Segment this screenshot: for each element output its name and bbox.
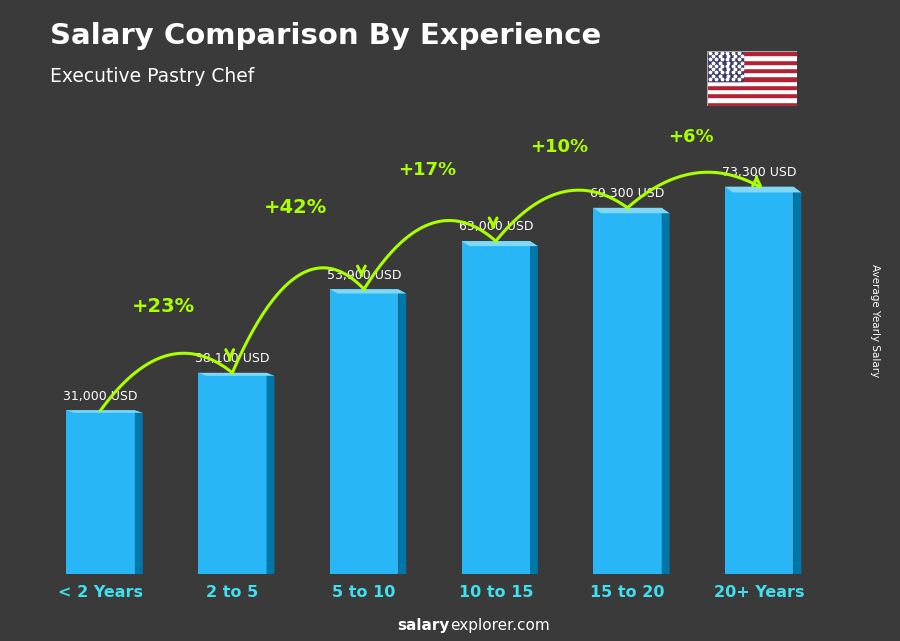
Text: +42%: +42%: [264, 197, 328, 217]
Polygon shape: [135, 410, 143, 574]
Bar: [706, 89, 796, 93]
Polygon shape: [725, 187, 801, 192]
Bar: [706, 68, 796, 72]
Bar: [706, 60, 796, 64]
Polygon shape: [399, 289, 406, 574]
Bar: [706, 97, 796, 101]
FancyBboxPatch shape: [462, 241, 530, 574]
Text: 53,900 USD: 53,900 USD: [327, 269, 401, 281]
Bar: [706, 76, 796, 81]
Bar: [706, 81, 796, 85]
FancyBboxPatch shape: [329, 289, 399, 574]
Bar: [706, 51, 796, 56]
Bar: [706, 64, 796, 68]
Text: Average Yearly Salary: Average Yearly Salary: [869, 264, 880, 377]
Text: 69,300 USD: 69,300 USD: [590, 187, 665, 200]
Polygon shape: [462, 241, 538, 246]
Text: explorer.com: explorer.com: [450, 619, 550, 633]
Text: salary: salary: [398, 619, 450, 633]
Text: 63,000 USD: 63,000 USD: [458, 221, 533, 233]
Text: 38,100 USD: 38,100 USD: [195, 352, 270, 365]
Polygon shape: [67, 410, 143, 413]
Polygon shape: [530, 241, 538, 574]
Text: Executive Pastry Chef: Executive Pastry Chef: [50, 67, 254, 87]
Text: +17%: +17%: [398, 161, 456, 179]
Text: +10%: +10%: [530, 138, 588, 156]
Polygon shape: [198, 373, 274, 376]
Polygon shape: [266, 373, 274, 574]
FancyBboxPatch shape: [67, 410, 135, 574]
FancyBboxPatch shape: [725, 187, 794, 574]
Bar: [706, 72, 796, 76]
Bar: [706, 51, 742, 81]
Polygon shape: [593, 208, 670, 213]
Text: Salary Comparison By Experience: Salary Comparison By Experience: [50, 22, 601, 51]
FancyBboxPatch shape: [198, 373, 266, 574]
Text: 73,300 USD: 73,300 USD: [722, 166, 796, 179]
Bar: [706, 56, 796, 60]
Text: +6%: +6%: [668, 128, 714, 146]
Bar: [706, 85, 796, 89]
Bar: [706, 101, 796, 106]
Text: 31,000 USD: 31,000 USD: [63, 390, 138, 403]
Polygon shape: [662, 208, 670, 574]
Polygon shape: [794, 187, 801, 574]
Bar: [706, 93, 796, 97]
FancyBboxPatch shape: [593, 208, 662, 574]
Text: +23%: +23%: [132, 297, 195, 316]
Polygon shape: [329, 289, 406, 294]
